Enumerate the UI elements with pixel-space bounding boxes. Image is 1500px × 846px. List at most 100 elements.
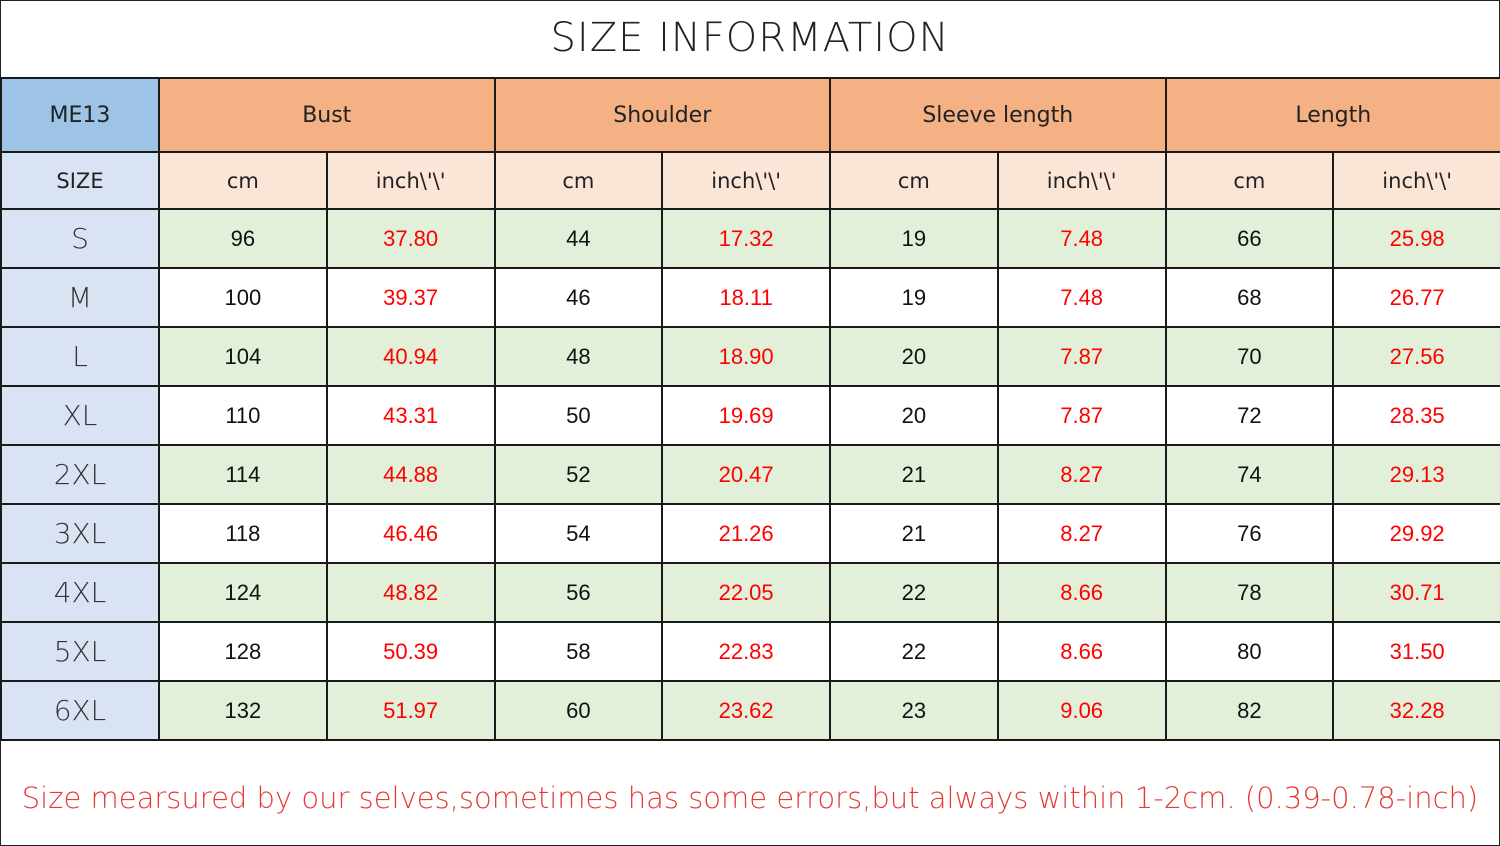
inch-value-cell: 17.32 [661,208,831,269]
inch-value-cell: 7.87 [996,385,1167,446]
inch-value-cell: 50.39 [325,621,496,682]
cm-value-cell: 20 [829,385,999,446]
cm-value-cell: 76 [1164,503,1335,564]
size-table: ME13 Bust Shoulder Sleeve length Length … [0,77,1500,741]
size-cell: 5XL [0,621,160,682]
cm-value-cell: 60 [493,680,664,741]
unit-cm: cm [493,151,664,210]
cm-value-cell: 21 [829,503,999,564]
cm-value-cell: 54 [493,503,664,564]
cm-value-cell: 110 [158,385,328,446]
cm-value-cell: 22 [829,562,999,623]
inch-value-cell: 9.06 [996,680,1167,741]
size-cell: 3XL [0,503,160,564]
inch-value-cell: 18.90 [661,326,831,387]
unit-inch: inch\'\' [661,151,831,210]
cm-value-cell: 46 [493,267,664,328]
inch-value-cell: 8.66 [996,562,1167,623]
inch-value-cell: 21.26 [661,503,831,564]
inch-value-cell: 48.82 [325,562,496,623]
cm-value-cell: 128 [158,621,328,682]
inch-value-cell: 39.37 [325,267,496,328]
header-shoulder: Shoulder [493,77,831,153]
inch-value-cell: 22.05 [661,562,831,623]
cm-value-cell: 104 [158,326,328,387]
table-row: 2XL 114 44.88 52 20.47 21 8.27 74 29.13 [0,444,1500,505]
unit-inch: inch\'\' [325,151,496,210]
table-row: 6XL 132 51.97 60 23.62 23 9.06 82 32.28 [0,680,1500,741]
cm-value-cell: 19 [829,208,999,269]
size-cell: M [0,267,160,328]
cm-value-cell: 52 [493,444,664,505]
unit-cm: cm [158,151,328,210]
cm-value-cell: 19 [829,267,999,328]
table-row: M 100 39.37 46 18.11 19 7.48 68 26.77 [0,267,1500,328]
inch-value-cell: 8.66 [996,621,1167,682]
cm-value-cell: 70 [1164,326,1335,387]
cm-value-cell: 58 [493,621,664,682]
inch-value-cell: 8.27 [996,444,1167,505]
table-row: 5XL 128 50.39 58 22.83 22 8.66 80 31.50 [0,621,1500,682]
cm-value-cell: 50 [493,385,664,446]
cm-value-cell: 118 [158,503,328,564]
cm-value-cell: 114 [158,444,328,505]
header-bust: Bust [158,77,496,153]
cm-value-cell: 20 [829,326,999,387]
size-cell: 2XL [0,444,160,505]
cm-value-cell: 68 [1164,267,1335,328]
inch-value-cell: 30.71 [1332,562,1500,623]
table-row: XL 110 43.31 50 19.69 20 7.87 72 28.35 [0,385,1500,446]
size-label: SIZE [0,151,160,210]
inch-value-cell: 22.83 [661,621,831,682]
cm-value-cell: 22 [829,621,999,682]
inch-value-cell: 29.13 [1332,444,1500,505]
header-length: Length [1164,77,1500,153]
cm-value-cell: 72 [1164,385,1335,446]
inch-value-cell: 8.27 [996,503,1167,564]
table-row: 4XL 124 48.82 56 22.05 22 8.66 78 30.71 [0,562,1500,623]
table-row: S 96 37.80 44 17.32 19 7.48 66 25.98 [0,208,1500,269]
inch-value-cell: 32.28 [1332,680,1500,741]
inch-value-cell: 19.69 [661,385,831,446]
inch-value-cell: 7.48 [996,208,1167,269]
inch-value-cell: 7.48 [996,267,1167,328]
unit-row: SIZE cm inch\'\' cm inch\'\' cm inch\'\'… [0,151,1500,210]
cm-value-cell: 23 [829,680,999,741]
inch-value-cell: 26.77 [1332,267,1500,328]
inch-value-cell: 7.87 [996,326,1167,387]
size-cell: 6XL [0,680,160,741]
cm-value-cell: 44 [493,208,664,269]
inch-value-cell: 29.92 [1332,503,1500,564]
cm-value-cell: 78 [1164,562,1335,623]
size-cell: 4XL [0,562,160,623]
inch-value-cell: 43.31 [325,385,496,446]
inch-value-cell: 37.80 [325,208,496,269]
unit-inch: inch\'\' [1332,151,1500,210]
inch-value-cell: 28.35 [1332,385,1500,446]
unit-cm: cm [1164,151,1335,210]
model-code: ME13 [0,77,160,153]
header-sleeve-length: Sleeve length [829,77,1167,153]
cm-value-cell: 100 [158,267,328,328]
cm-value-cell: 66 [1164,208,1335,269]
inch-value-cell: 20.47 [661,444,831,505]
inch-value-cell: 27.56 [1332,326,1500,387]
size-cell: S [0,208,160,269]
inch-value-cell: 51.97 [325,680,496,741]
size-cell: L [0,326,160,387]
unit-cm: cm [829,151,999,210]
inch-value-cell: 25.98 [1332,208,1500,269]
table-row: L 104 40.94 48 18.90 20 7.87 70 27.56 [0,326,1500,387]
unit-inch: inch\'\' [996,151,1167,210]
page-title: SIZE INFORMATION [550,15,950,61]
cm-value-cell: 132 [158,680,328,741]
inch-value-cell: 46.46 [325,503,496,564]
size-cell: XL [0,385,160,446]
cm-value-cell: 56 [493,562,664,623]
cm-value-cell: 80 [1164,621,1335,682]
measurement-note: Size mearsured by our selves,sometimes h… [21,781,1479,815]
cm-value-cell: 48 [493,326,664,387]
inch-value-cell: 23.62 [661,680,831,741]
cm-value-cell: 21 [829,444,999,505]
table-row: 3XL 118 46.46 54 21.26 21 8.27 76 29.92 [0,503,1500,564]
